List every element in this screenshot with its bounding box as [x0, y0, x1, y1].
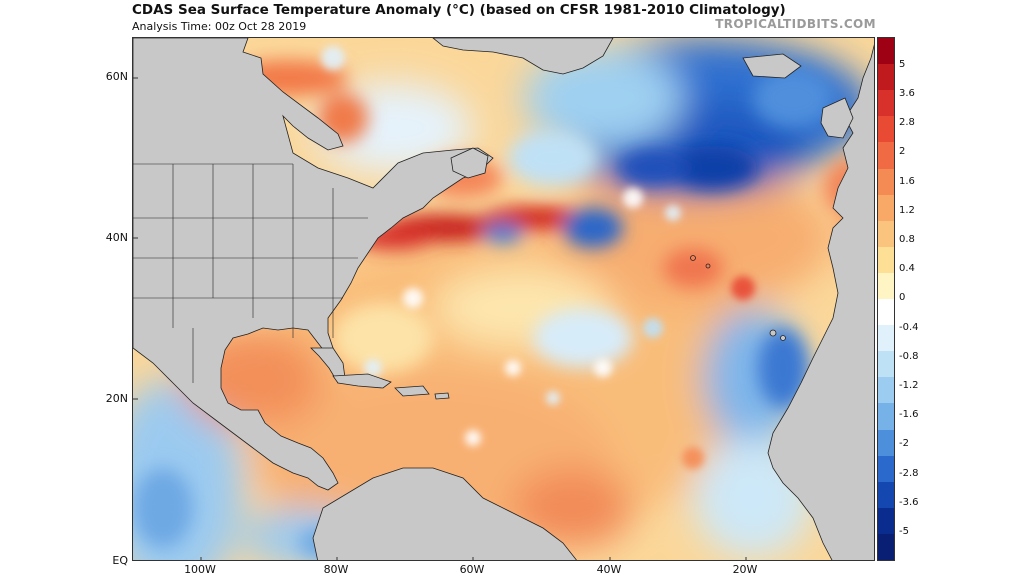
sst-anomaly-map[interactable]: [132, 37, 875, 561]
political-borders: [133, 163, 368, 383]
colorbar-tick-label: 2: [899, 146, 906, 157]
colorbar: [877, 37, 895, 561]
map-canvas: [133, 38, 874, 560]
lat-label-20n: 20N: [105, 392, 128, 405]
anomaly-detail: [223, 46, 755, 469]
lat-label-40n: 40N: [105, 231, 128, 244]
lat-label-60n: 60N: [105, 70, 128, 83]
colorbar-segment: [878, 142, 894, 169]
colorbar-segment: [878, 325, 894, 352]
lat-label-eq: EQ: [112, 554, 128, 567]
colorbar-tick-label: 2.8: [899, 117, 915, 128]
colorbar-tick-label: 3.6: [899, 88, 915, 99]
colorbar-tick-label: -0.4: [899, 322, 919, 333]
colorbar-segment: [878, 533, 894, 561]
colorbar-segment: [878, 116, 894, 143]
colorbar-tick-label: -5: [899, 526, 909, 537]
colorbar-segment: [878, 429, 894, 457]
colorbar-tick-label: -3.6: [899, 497, 919, 508]
colorbar-tick-label: -1.6: [899, 409, 919, 420]
colorbar-tick-label: -2: [899, 438, 909, 449]
colorbar-tick-label: 1.2: [899, 205, 915, 216]
colorbar-segment: [878, 351, 894, 378]
iceland: [742, 53, 802, 79]
hispaniola: [394, 385, 430, 397]
lon-label-40w: 40W: [596, 563, 622, 576]
colorbar-segment: [878, 272, 894, 300]
land: [133, 38, 874, 560]
analysis-time: Analysis Time: 00z Oct 28 2019: [132, 20, 307, 33]
colorbar-segment: [878, 64, 894, 91]
colorbar-segment: [878, 90, 894, 117]
colorbar-tick-label: -0.8: [899, 351, 919, 362]
map-title: CDAS Sea Surface Temperature Anomaly (°C…: [132, 2, 786, 18]
colorbar-tick-label: 5: [899, 59, 906, 70]
colorbar-tick-label: 0: [899, 292, 906, 303]
colorbar-segment: [878, 38, 894, 65]
colorbar-segment: [878, 168, 894, 196]
credit-watermark: TROPICALTIDBITS.COM: [715, 17, 876, 31]
colorbar-segment: [878, 220, 894, 248]
colorbar-segment: [878, 507, 894, 535]
colorbar-segment: [878, 299, 894, 326]
colorbar-segment: [878, 403, 894, 430]
british-isles: [820, 97, 854, 139]
colorbar-segment: [878, 194, 894, 222]
lon-label-80w: 80W: [323, 563, 349, 576]
europe-africa: [767, 44, 874, 560]
lon-label-20w: 20W: [732, 563, 758, 576]
colorbar-tick-label: 0.8: [899, 234, 915, 245]
colorbar-tick-label: -1.2: [899, 380, 919, 391]
colorbar-segment: [878, 455, 894, 483]
colorbar-tick-label: -2.8: [899, 468, 919, 479]
newfoundland: [450, 147, 489, 179]
greenland: [432, 38, 614, 75]
frame-ticks: [133, 77, 747, 560]
colorbar-segment: [878, 377, 894, 404]
cuba: [332, 373, 392, 389]
colorbar-segment: [878, 246, 894, 274]
puerto-rico: [434, 392, 450, 400]
colorbar-tick-label: 1.6: [899, 176, 915, 187]
north-america: [133, 38, 494, 491]
lon-label-100w: 100W: [184, 563, 216, 576]
colorbar-tick-label: 0.4: [899, 263, 915, 274]
colorbar-segment: [878, 481, 894, 509]
lon-label-60w: 60W: [459, 563, 485, 576]
south-america: [312, 467, 577, 560]
